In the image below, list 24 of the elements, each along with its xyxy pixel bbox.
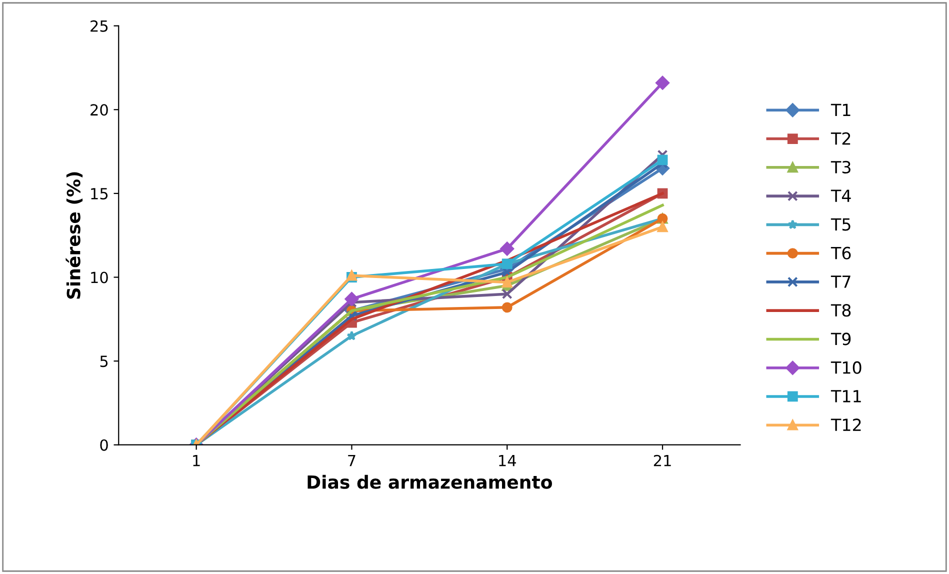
x-tick-label: 21 bbox=[654, 454, 671, 466]
y-tick-label: 5 bbox=[100, 356, 108, 368]
legend-label: T4 bbox=[830, 190, 851, 202]
y-tick-label: 25 bbox=[90, 20, 108, 32]
legend-label: T2 bbox=[830, 132, 850, 145]
legend-label: T8 bbox=[830, 304, 851, 317]
x-tick-label: 1 bbox=[193, 455, 200, 466]
y-tick-label: 0 bbox=[100, 439, 108, 451]
y-tick-label: 15 bbox=[91, 188, 108, 200]
legend-label: T3 bbox=[830, 160, 850, 174]
legend-label: T1 bbox=[830, 104, 850, 116]
legend-label: T11 bbox=[830, 390, 861, 402]
legend-label: T5 bbox=[830, 218, 850, 231]
legend-label: T7 bbox=[830, 276, 850, 288]
legend-label: T6 bbox=[830, 246, 851, 260]
x-axis-title: Dias de armazenamento bbox=[308, 474, 552, 489]
x-tick-label: 14 bbox=[499, 455, 516, 466]
y-tick-label: 20 bbox=[90, 104, 108, 116]
legend-label: T9 bbox=[830, 332, 851, 346]
x-tick-label: 7 bbox=[348, 455, 356, 466]
legend-label: T10 bbox=[830, 361, 862, 374]
y-axis-title: Sinérese (%) bbox=[66, 172, 83, 299]
y-tick-label: 10 bbox=[91, 272, 108, 284]
legend-label: T12 bbox=[830, 418, 861, 431]
